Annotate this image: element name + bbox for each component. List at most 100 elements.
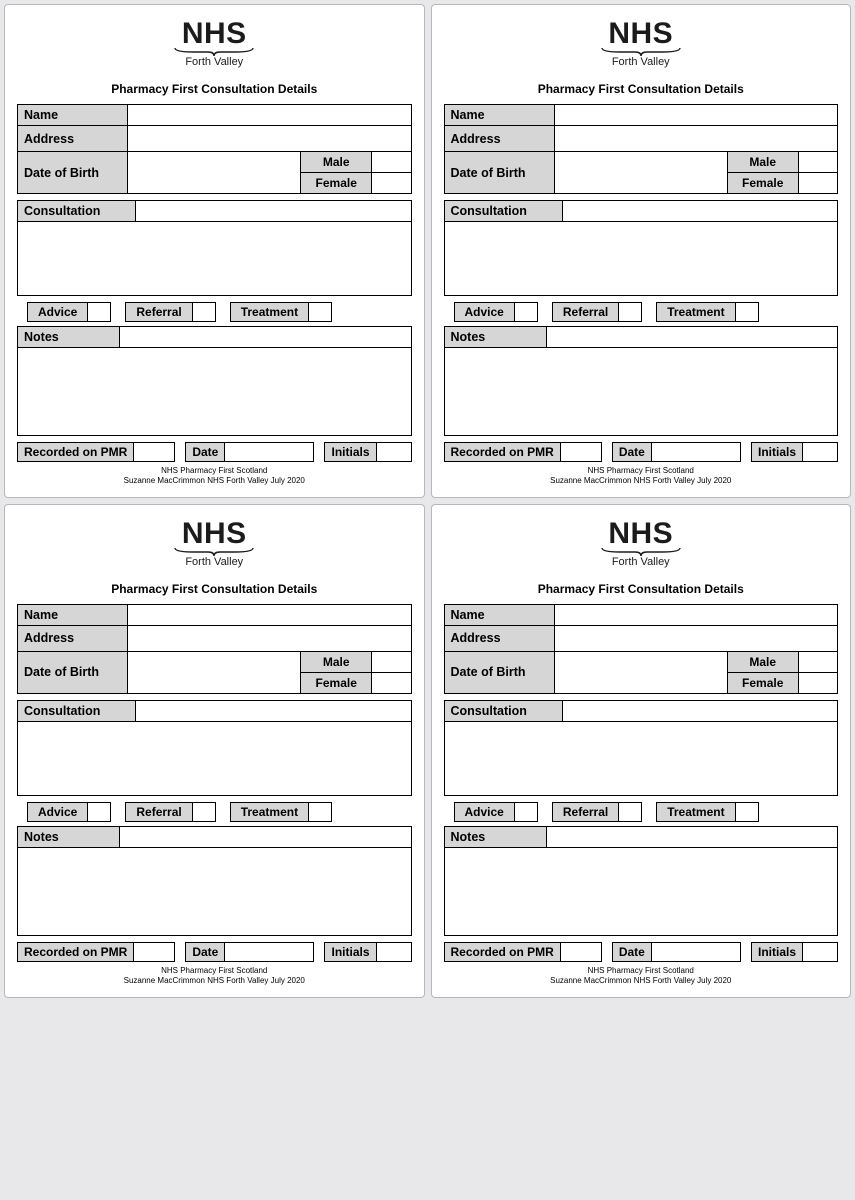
input-consultation-inline[interactable] — [562, 700, 837, 721]
input-date[interactable] — [225, 943, 313, 961]
notes-table: Notes — [17, 826, 412, 936]
credits-line1: NHS Pharmacy First Scotland — [17, 966, 412, 976]
checkbox-male[interactable] — [798, 651, 837, 672]
label-initials: Initials — [752, 443, 803, 461]
label-consultation: Consultation — [18, 700, 136, 721]
footer-initials: Initials — [751, 442, 838, 462]
option-advice: Advice — [27, 302, 111, 322]
input-consultation-inline[interactable] — [562, 201, 837, 222]
input-name[interactable] — [554, 105, 837, 126]
patient-details-table: Name Address Date of Birth Male Female — [444, 604, 839, 694]
label-consultation: Consultation — [444, 201, 562, 222]
brace-icon — [600, 547, 682, 557]
input-dob[interactable] — [128, 651, 301, 693]
label-notes: Notes — [18, 826, 120, 847]
input-date[interactable] — [652, 443, 740, 461]
input-name[interactable] — [554, 604, 837, 625]
footer-date: Date — [185, 442, 314, 462]
input-notes-inline[interactable] — [120, 826, 411, 847]
input-date[interactable] — [225, 443, 313, 461]
input-dob[interactable] — [554, 152, 727, 194]
input-address[interactable] — [554, 126, 837, 152]
input-name[interactable] — [128, 604, 411, 625]
checkbox-female[interactable] — [372, 173, 411, 194]
checkbox-referral[interactable] — [193, 303, 215, 321]
nhs-logo: NHS Forth Valley — [17, 519, 412, 568]
form-title: Pharmacy First Consultation Details — [17, 82, 412, 96]
checkbox-advice[interactable] — [88, 803, 110, 821]
input-notes-inline[interactable] — [546, 826, 837, 847]
brace-icon — [173, 547, 255, 557]
checkbox-male[interactable] — [372, 152, 411, 173]
input-dob[interactable] — [128, 152, 301, 194]
checkbox-recorded[interactable] — [134, 943, 174, 961]
label-female: Female — [727, 672, 798, 693]
checkbox-recorded[interactable] — [561, 443, 601, 461]
brace-icon — [173, 47, 255, 57]
checkbox-treatment[interactable] — [736, 803, 758, 821]
input-initials[interactable] — [377, 443, 411, 461]
nhs-logo: NHS Forth Valley — [17, 19, 412, 68]
consultation-table: Consultation — [444, 200, 839, 296]
checkbox-male[interactable] — [798, 152, 837, 173]
checkbox-referral[interactable] — [193, 803, 215, 821]
label-referral: Referral — [126, 803, 192, 821]
input-dob[interactable] — [554, 651, 727, 693]
input-consultation-area[interactable] — [444, 721, 838, 795]
nhs-letters: NHS — [444, 19, 839, 49]
checkbox-male[interactable] — [372, 651, 411, 672]
input-notes-area[interactable] — [18, 348, 412, 436]
input-address[interactable] — [554, 625, 837, 651]
checkbox-female[interactable] — [798, 672, 837, 693]
input-consultation-area[interactable] — [18, 222, 412, 296]
input-consultation-area[interactable] — [18, 721, 412, 795]
checkbox-advice[interactable] — [88, 303, 110, 321]
outcome-options: Advice Referral Treatment — [17, 302, 412, 322]
label-date: Date — [613, 443, 652, 461]
checkbox-advice[interactable] — [515, 803, 537, 821]
footer-initials: Initials — [324, 442, 411, 462]
credits: NHS Pharmacy First Scotland Suzanne MacC… — [17, 966, 412, 987]
footer-recorded: Recorded on PMR — [444, 442, 602, 462]
label-name: Name — [18, 105, 128, 126]
label-initials: Initials — [325, 443, 376, 461]
checkbox-female[interactable] — [372, 672, 411, 693]
checkbox-referral[interactable] — [619, 803, 641, 821]
input-initials[interactable] — [803, 443, 837, 461]
input-consultation-area[interactable] — [444, 222, 838, 296]
checkbox-recorded[interactable] — [134, 443, 174, 461]
checkbox-treatment[interactable] — [309, 803, 331, 821]
input-initials[interactable] — [803, 943, 837, 961]
consultation-form-card: NHS Forth Valley Pharmacy First Consulta… — [4, 4, 425, 498]
input-consultation-inline[interactable] — [136, 201, 411, 222]
credits-line2: Suzanne MacCrimmon NHS Forth Valley July… — [17, 476, 412, 486]
input-date[interactable] — [652, 943, 740, 961]
label-notes: Notes — [18, 327, 120, 348]
credits: NHS Pharmacy First Scotland Suzanne MacC… — [444, 966, 839, 987]
label-female: Female — [727, 173, 798, 194]
input-initials[interactable] — [377, 943, 411, 961]
label-male: Male — [727, 152, 798, 173]
credits-line2: Suzanne MacCrimmon NHS Forth Valley July… — [444, 476, 839, 486]
consultation-table: Consultation — [444, 700, 839, 796]
footer-recorded: Recorded on PMR — [17, 442, 175, 462]
input-consultation-inline[interactable] — [136, 700, 411, 721]
input-address[interactable] — [128, 126, 411, 152]
checkbox-treatment[interactable] — [736, 303, 758, 321]
checkbox-advice[interactable] — [515, 303, 537, 321]
checkbox-recorded[interactable] — [561, 943, 601, 961]
notes-table: Notes — [17, 326, 412, 436]
input-notes-inline[interactable] — [120, 327, 411, 348]
input-notes-area[interactable] — [444, 847, 838, 935]
label-name: Name — [444, 604, 554, 625]
option-referral: Referral — [125, 802, 215, 822]
input-name[interactable] — [128, 105, 411, 126]
input-address[interactable] — [128, 625, 411, 651]
input-notes-area[interactable] — [444, 348, 838, 436]
checkbox-treatment[interactable] — [309, 303, 331, 321]
checkbox-referral[interactable] — [619, 303, 641, 321]
label-date: Date — [186, 943, 225, 961]
input-notes-inline[interactable] — [546, 327, 837, 348]
input-notes-area[interactable] — [18, 847, 412, 935]
checkbox-female[interactable] — [798, 173, 837, 194]
